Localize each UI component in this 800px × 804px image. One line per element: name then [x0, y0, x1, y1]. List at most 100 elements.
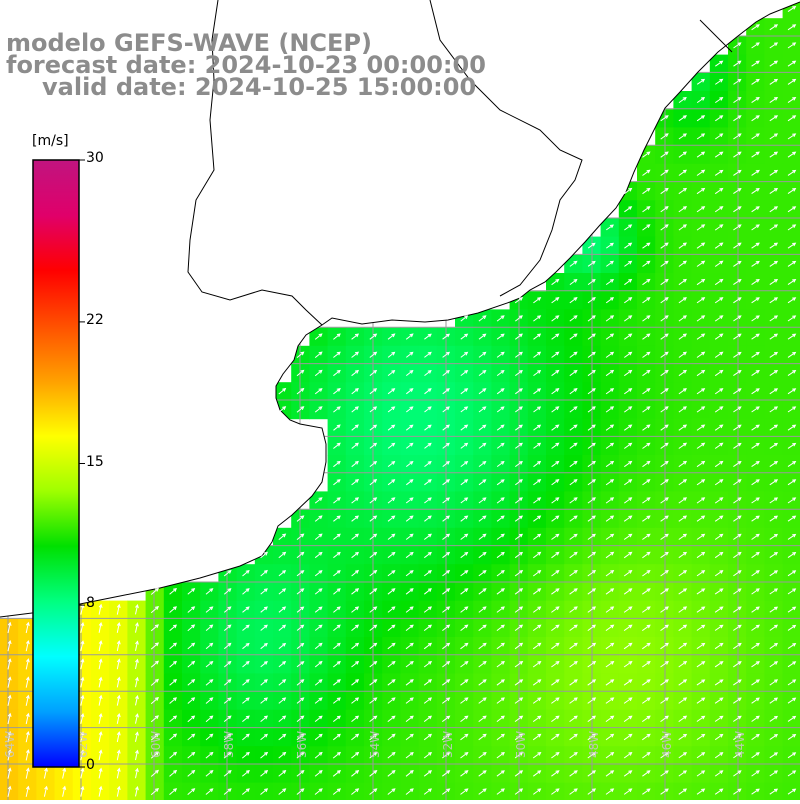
wind-arrow-head	[755, 297, 760, 301]
wind-arrow-head	[555, 278, 560, 283]
wind-arrow-head	[464, 588, 469, 592]
wind-arrow	[587, 370, 596, 377]
wind-arrow-head	[628, 224, 633, 229]
wind-arrow	[660, 133, 669, 140]
wind-arrow	[135, 623, 138, 633]
wind-arrow	[532, 606, 541, 613]
wind-arrow-head	[518, 315, 523, 320]
wind-arrow	[223, 788, 232, 795]
wind-arrow	[278, 406, 286, 413]
wind-arrow-head	[7, 658, 12, 663]
wind-arrow	[514, 643, 523, 650]
wind-arrow-head	[701, 679, 706, 683]
wind-arrow-head	[628, 715, 633, 720]
wind-arrow-head	[628, 679, 633, 683]
wind-arrow	[678, 715, 687, 723]
wind-arrow	[187, 752, 195, 759]
wind-arrow	[660, 424, 669, 431]
wind-arrow	[332, 734, 341, 741]
wind-arrow-head	[737, 479, 742, 483]
wind-arrow	[514, 624, 523, 631]
wind-arrow-head	[263, 588, 268, 592]
wind-arrow	[751, 552, 760, 559]
wind-arrow-head	[500, 733, 505, 738]
wind-arrow	[25, 622, 29, 634]
wind-arrow	[787, 624, 796, 631]
wind-arrow	[532, 788, 541, 795]
wind-arrow	[660, 333, 669, 340]
wind-arrow	[715, 78, 723, 85]
wind-arrow-head	[719, 642, 724, 647]
wind-arrow-head	[646, 588, 651, 592]
wind-arrow	[696, 479, 705, 486]
wind-arrow	[787, 60, 796, 67]
wind-arrow	[569, 552, 578, 559]
wind-arrow	[751, 624, 760, 631]
wind-arrow-head	[391, 697, 396, 702]
wind-arrow	[296, 388, 304, 395]
wind-arrow	[642, 715, 651, 723]
wind-arrow	[787, 515, 796, 522]
wind-arrow	[442, 406, 450, 413]
wind-arrow	[733, 42, 741, 49]
wind-arrow	[551, 479, 559, 486]
wind-arrow	[116, 622, 120, 633]
wind-arrow	[205, 624, 213, 631]
wind-arrow	[423, 770, 432, 777]
wind-arrow-head	[719, 60, 724, 65]
wind-arrow	[696, 279, 705, 286]
wind-arrow-head	[282, 387, 287, 392]
wind-arrow-head	[227, 569, 232, 574]
wind-arrow	[642, 733, 651, 741]
wind-arrow-head	[191, 679, 196, 683]
wind-arrow-head	[427, 588, 432, 592]
wind-arrow-head	[664, 460, 669, 465]
wind-arrow-head	[591, 278, 596, 283]
wind-arrow	[116, 713, 120, 724]
wind-arrow	[387, 406, 395, 413]
wind-arrow-head	[773, 242, 779, 247]
wind-arrow-head	[336, 570, 341, 574]
wind-arrow-head	[555, 679, 560, 683]
colorbar-tick-label: 0	[86, 757, 95, 773]
wind-arrow	[678, 279, 687, 286]
wind-arrow-head	[737, 370, 742, 374]
wind-arrow-head	[610, 606, 615, 611]
wind-arrow	[733, 570, 742, 577]
wind-arrow	[460, 788, 469, 795]
wind-arrow	[605, 406, 614, 413]
wind-arrow-head	[482, 660, 487, 665]
wind-arrow	[787, 388, 796, 395]
wind-arrow	[332, 715, 341, 722]
wind-arrow	[260, 643, 268, 650]
wind-arrow-head	[719, 788, 724, 793]
wind-arrow	[605, 679, 614, 686]
wind-arrow	[442, 606, 450, 613]
colorbar-tick-label: 30	[86, 150, 104, 166]
wind-arrow-head	[773, 770, 779, 775]
wind-arrow-head	[701, 333, 706, 338]
wind-arrow-head	[682, 442, 688, 447]
wind-arrow-head	[573, 479, 578, 483]
wind-arrow	[714, 479, 723, 486]
wind-arrow	[696, 242, 705, 249]
wind-arrow-head	[555, 660, 560, 665]
wind-arrow-head	[154, 788, 160, 792]
wind-arrow-head	[500, 424, 505, 429]
wind-arrow	[442, 624, 450, 631]
wind-arrow-head	[737, 752, 742, 756]
wind-arrow	[714, 224, 723, 231]
wind-arrow-head	[336, 624, 341, 629]
wind-arrow-head	[591, 533, 596, 538]
wind-arrow	[733, 351, 742, 358]
wind-arrow	[569, 570, 578, 577]
wind-arrow	[351, 461, 359, 468]
wind-arrow-head	[592, 642, 597, 647]
wind-arrow-head	[792, 406, 797, 411]
wind-arrow-head	[573, 679, 578, 683]
wind-arrow	[423, 679, 432, 686]
wind-arrow	[733, 442, 742, 449]
wind-arrow-head	[737, 115, 742, 119]
wind-arrow-head	[773, 42, 779, 47]
wind-arrow	[696, 169, 705, 176]
